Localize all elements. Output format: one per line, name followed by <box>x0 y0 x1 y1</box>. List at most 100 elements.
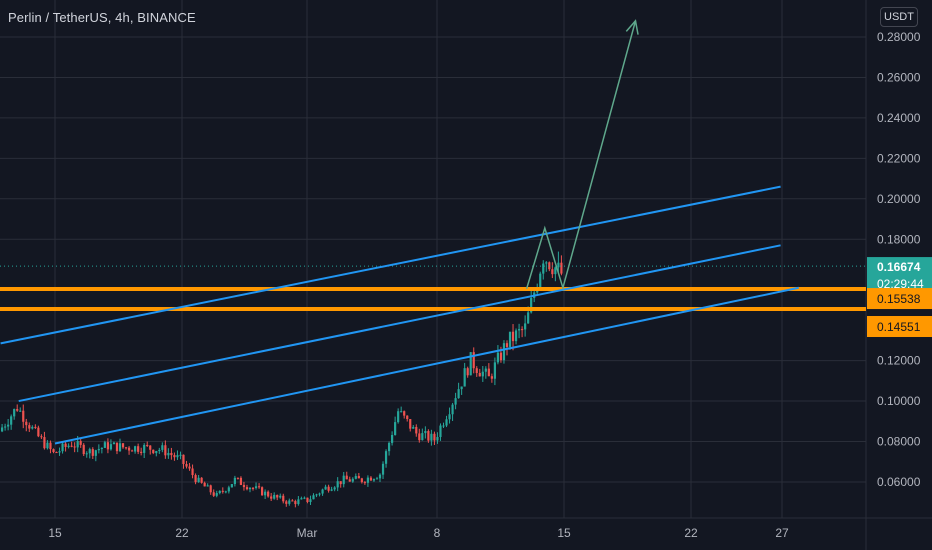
candle-body <box>466 368 469 376</box>
candle-body <box>22 410 25 422</box>
price-axis-label: 0.28000 <box>877 30 921 44</box>
price-axis-label: 0.12000 <box>877 354 921 368</box>
candle-body <box>155 451 158 454</box>
candle-body <box>118 443 122 452</box>
channel-line[interactable] <box>18 244 781 403</box>
candle-body <box>73 446 76 448</box>
candle-body <box>372 479 376 481</box>
candle-body <box>140 451 143 453</box>
candle-body <box>306 497 309 503</box>
candle-body <box>403 411 406 416</box>
candle-body <box>318 493 321 495</box>
candle-body <box>557 262 560 268</box>
candle-body <box>182 454 185 464</box>
candle-body <box>424 431 427 434</box>
candle-body <box>539 273 542 288</box>
candle-body <box>457 389 460 399</box>
candle-body <box>490 376 493 379</box>
candle-body <box>164 445 167 456</box>
candle-body <box>215 493 218 496</box>
candle-body <box>134 446 137 452</box>
candle-body <box>330 489 333 491</box>
candle-body <box>197 477 200 483</box>
title-separator-1: , <box>107 10 116 25</box>
price-axis-label: 0.26000 <box>877 70 921 84</box>
candle-body <box>103 442 106 448</box>
candle-body <box>203 482 206 487</box>
candle-body <box>276 494 279 498</box>
price-axis-label: 0.08000 <box>877 435 921 449</box>
symbol-title: Perlin / TetherUS, 4h, BINANCE <box>8 10 196 25</box>
candle-body <box>294 501 297 505</box>
candle-body <box>366 477 370 483</box>
forecast-arrow-head <box>625 19 639 35</box>
candle-body <box>415 426 418 434</box>
candle-body <box>176 455 179 458</box>
candle-body <box>554 267 557 275</box>
candle-body <box>469 352 472 376</box>
candle-body <box>257 486 261 488</box>
candle-body <box>49 442 52 450</box>
candle-body <box>327 486 330 491</box>
candle-body <box>188 466 191 469</box>
candle-body <box>487 368 490 377</box>
price-axis-label: 0.24000 <box>877 111 921 125</box>
candle-body <box>542 263 545 274</box>
candle-body <box>239 477 243 485</box>
candle-body <box>375 478 379 480</box>
candle-body <box>521 329 524 331</box>
candle-body <box>381 463 385 475</box>
candle-body <box>224 491 227 493</box>
candle-body <box>484 368 487 372</box>
currency-button[interactable]: USDT <box>880 7 918 27</box>
channel-line[interactable] <box>54 286 799 445</box>
candle-body <box>100 447 103 450</box>
candle-body <box>58 451 61 453</box>
candle-body <box>67 445 70 447</box>
candle-body <box>291 500 294 502</box>
candle-body <box>254 486 258 489</box>
candle-body <box>112 442 116 445</box>
candle-body <box>421 433 424 441</box>
candle-body <box>124 447 128 449</box>
level-tag-lower <box>867 316 932 338</box>
candle-body <box>0 427 4 432</box>
candle-body <box>433 433 436 441</box>
candle-body <box>158 449 161 452</box>
candle-body <box>357 476 360 479</box>
channel-line[interactable] <box>0 185 781 345</box>
candle-body <box>514 330 518 342</box>
price-axis-label: 0.10000 <box>877 394 921 408</box>
candle-body <box>7 424 10 427</box>
candle-body <box>245 487 249 490</box>
candle-body <box>451 404 454 415</box>
candle-body <box>170 452 173 456</box>
price-axis-label: 0.22000 <box>877 151 921 165</box>
candle-body <box>454 398 457 405</box>
candle-body <box>61 443 64 452</box>
countdown-tag-value: 02:29:44 <box>877 277 924 291</box>
candle-body <box>16 409 19 411</box>
candle-body <box>79 441 82 445</box>
last-price-tag-value: 0.16674 <box>877 260 921 274</box>
time-axis-label: Mar <box>297 526 318 540</box>
price-axis-label: 0.06000 <box>877 475 921 489</box>
candle-body <box>25 421 28 426</box>
candle-body <box>76 441 79 448</box>
time-axis-label: 15 <box>557 526 571 540</box>
candle-body <box>109 444 113 450</box>
time-axis-label: 22 <box>175 526 189 540</box>
time-axis-label: 15 <box>48 526 62 540</box>
candle-body <box>409 419 412 429</box>
candle-body <box>230 484 233 488</box>
candle-body <box>391 434 394 443</box>
candle-body <box>34 426 37 428</box>
forecast-arrow-path[interactable] <box>525 20 637 291</box>
candle-body <box>445 419 448 426</box>
candle-body <box>106 442 110 450</box>
time-axis-label: 27 <box>775 526 789 540</box>
candle-body <box>270 496 273 499</box>
